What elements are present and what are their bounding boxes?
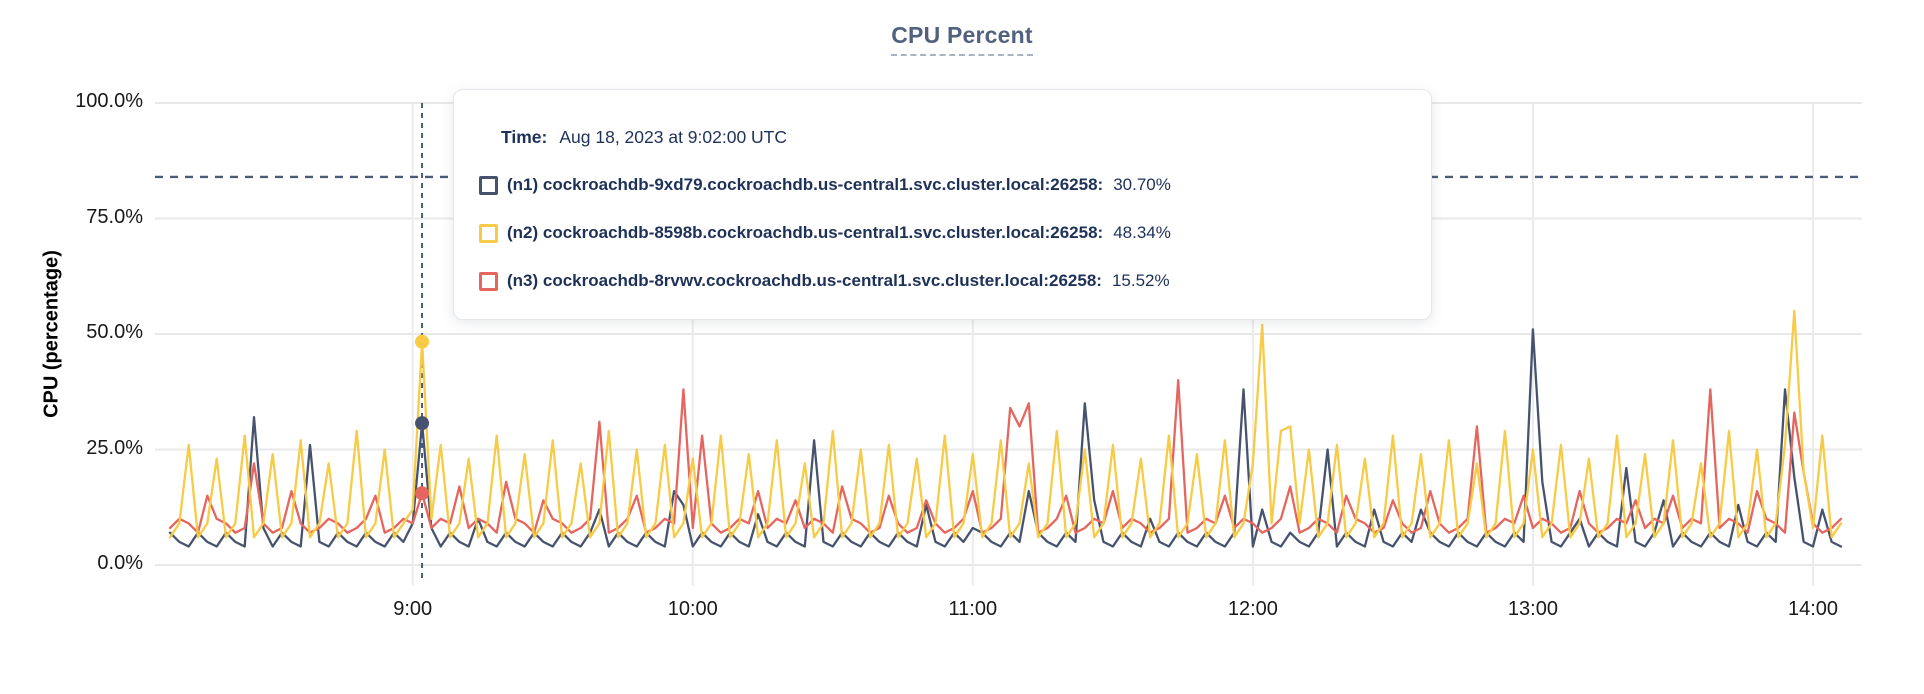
tooltip-series-row-n2: (n2) cockroachdb-8598b.cockroachdb.us-ce…: [454, 221, 1431, 245]
series-value-n3: 15.52%: [1111, 271, 1170, 290]
xtick-label-1000: 10:00: [667, 598, 718, 620]
tooltip-series-row-n3: (n3) cockroachdb-8rvwv.cockroachdb.us-ce…: [454, 269, 1431, 293]
tooltip-series-row-n1: (n1) cockroachdb-9xd79.cockroachdb.us-ce…: [454, 173, 1431, 197]
series-value-n1: 30.70%: [1113, 175, 1171, 194]
xtick-label-1300: 13:00: [1507, 598, 1558, 620]
hover-tooltip: Time: Aug 18, 2023 at 9:02:00 UTC (n1) c…: [453, 89, 1432, 320]
chart-title-wrap: CPU Percent: [0, 22, 1924, 56]
xtick-label-1400: 14:00: [1787, 598, 1839, 620]
tooltip-time-value: Aug 18, 2023 at 9:02:00 UTC: [559, 126, 788, 147]
ytick-label-50: 50.0%: [86, 321, 143, 343]
ytick-label-75: 75.0%: [86, 205, 143, 228]
xtick-label-1100: 11:00: [948, 598, 998, 620]
ytick-label-100: 100.0%: [75, 90, 143, 112]
series-name-n2: (n2) cockroachdb-8598b.cockroachdb.us-ce…: [507, 223, 1104, 242]
tooltip-time-label: Time:: [501, 126, 548, 147]
series-name-n3: (n3) cockroachdb-8rvwv.cockroachdb.us-ce…: [507, 271, 1102, 290]
series-swatch-n2-icon: [479, 223, 498, 243]
series-swatch-n3-icon: [479, 271, 498, 291]
series-value-n2: 48.34%: [1113, 223, 1171, 242]
xtick-label-1200: 12:00: [1227, 598, 1278, 620]
tooltip-time-row: Time: Aug 18, 2023 at 9:02:00 UTC: [454, 125, 1431, 149]
series-swatch-n1-icon: [479, 175, 498, 195]
xtick-label-0900: 9:00: [393, 598, 433, 620]
series-name-n1: (n1) cockroachdb-9xd79.cockroachdb.us-ce…: [507, 175, 1104, 194]
chart-title[interactable]: CPU Percent: [891, 22, 1033, 56]
ytick-label-0: 0.0%: [97, 552, 143, 574]
ytick-label-25: 25.0%: [86, 436, 143, 459]
